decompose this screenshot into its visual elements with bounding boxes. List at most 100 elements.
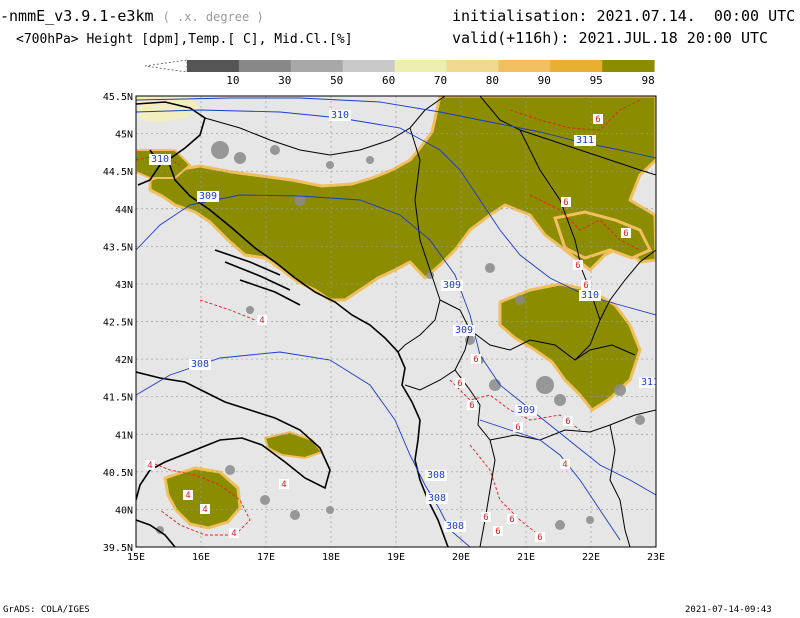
latitude-label: 42.5N (103, 318, 133, 329)
temperature-contour-label: 6 (537, 533, 542, 543)
longitude-label: 20E (452, 552, 470, 563)
colorbar-swatch (290, 60, 344, 72)
longitude-label: 19E (387, 552, 405, 563)
height-contour-label: 309 (199, 191, 217, 202)
temp-contour-6-north (509, 99, 641, 131)
temperature-contour-label: 6 (583, 281, 588, 291)
temperature-contour-label: 6 (563, 198, 568, 208)
height-contour-label: 310 (151, 154, 169, 165)
colorbar-label: 90 (538, 74, 551, 87)
temperature-contour-label: 6 (469, 401, 474, 411)
colorbar-label: 50 (330, 74, 343, 87)
colorbar-swatch (238, 60, 292, 72)
init-value: 2021.07.14. 00:00 UTC (596, 7, 796, 25)
island-3 (239, 279, 301, 306)
temp-contour-4-italy (144, 459, 251, 536)
temp-contour-4-west (199, 299, 256, 321)
init-label: initialisation: (452, 7, 588, 25)
temperature-contour-label: 6 (575, 261, 580, 271)
colorbar-swatch (550, 60, 603, 72)
temperature-contour-label: 6 (509, 515, 514, 525)
border-bulgaria (574, 249, 656, 361)
coast-adriatic-east (136, 101, 449, 547)
temp-contour-6-south (469, 444, 546, 541)
latitude-label: 45.5N (103, 92, 133, 103)
latitude-label: 41N (115, 430, 133, 441)
temperature-contour-label: 4 (185, 491, 190, 501)
map-frame (135, 95, 657, 548)
contour-311 (136, 97, 656, 159)
footer-credit: GrADS: COLA/IGES (3, 605, 90, 615)
temp-contour-6-east (529, 194, 641, 251)
colorbar-swatch (446, 60, 499, 72)
height-contour-label: 309 (517, 405, 535, 416)
longitude-label: 22E (582, 552, 600, 563)
temperature-contour-label: 6 (595, 115, 600, 125)
longitude-label: 15E (127, 552, 145, 563)
latitude-label: 44N (115, 205, 133, 216)
longitude-axis-labels: 15E 16E 17E 18E 19E 20E 21E 22E 23E (127, 552, 665, 563)
height-contour-label: 308 (191, 359, 209, 370)
temp-contour-6-central (449, 379, 581, 431)
height-contour-label: 310 (331, 110, 349, 121)
height-contour-label: 309 (443, 280, 461, 291)
valid-label: valid(+116h): (452, 29, 570, 47)
temperature-contour-label: 4 (562, 460, 567, 470)
valid-time: valid(+116h): 2021.JUL.18 20:00 UTC (452, 30, 768, 47)
longitude-label: 18E (322, 552, 340, 563)
cloud-area-central (263, 430, 324, 460)
temperature-contours (136, 99, 641, 541)
height-contour-label: 308 (428, 493, 446, 504)
longitude-label: 16E (192, 552, 210, 563)
temperature-contour-label: 6 (473, 355, 478, 365)
coast-italy-south (136, 519, 176, 547)
coast-italy (136, 371, 331, 501)
colorbar-label: 80 (486, 74, 499, 87)
temperature-contour-label: 4 (259, 316, 264, 326)
latitude-label: 41.5N (103, 393, 133, 404)
colorbar-swatch (498, 60, 551, 72)
colorbar-label: 95 (590, 74, 603, 87)
border-romania (479, 96, 656, 176)
temperature-contour-label: 6 (515, 423, 520, 433)
colorbar: 10 30 50 60 70 80 90 95 98 (144, 59, 655, 87)
border-macedonia (489, 409, 656, 441)
border-north (204, 96, 446, 156)
longitude-label: 23E (647, 552, 665, 563)
contour-309 (136, 194, 656, 496)
latitude-label: 40N (115, 505, 133, 516)
grid-note: ( .x. degree ) (162, 10, 264, 24)
border-bosnia-serbia (397, 127, 441, 353)
level-fields: <700hPa> Height [dpm],Temp.[ C], Mid.Cl.… (16, 32, 353, 47)
height-contour-label: 309 (455, 325, 473, 336)
latitude-label: 43.5N (103, 242, 133, 253)
latitude-label: 43N (115, 280, 133, 291)
colorbar-swatch (187, 60, 240, 72)
colorbar-label: 98 (641, 74, 654, 87)
height-contour-label: 308 (446, 521, 464, 532)
latitude-label: 40.5N (103, 468, 133, 479)
border-montenegro (404, 299, 471, 391)
temperature-contour-label: 4 (147, 461, 152, 471)
temperature-contour-label: 4 (281, 480, 286, 490)
temperature-contour-label: 4 (202, 505, 207, 515)
latitude-label: 42N (115, 355, 133, 366)
colorbar-label: 10 (226, 74, 239, 87)
cloud-area-east (498, 282, 642, 412)
temperature-contour-label: 6 (495, 527, 500, 537)
low-cloud-patches (156, 141, 645, 534)
height-contour-label: 308 (427, 470, 445, 481)
longitude-label: 21E (517, 552, 535, 563)
colorbar-label: 60 (382, 74, 395, 87)
colorbar-low-arrow (144, 59, 188, 73)
colorbar-label: 30 (278, 74, 291, 87)
island-1 (214, 249, 281, 276)
temperature-contour-label: 6 (483, 513, 488, 523)
latitude-label: 39.5N (103, 543, 133, 554)
height-contour-label: 310 (581, 290, 599, 301)
model-title: -nmmE_v3.9.1-e3km ( .x. degree ) (0, 8, 264, 26)
cloud-area-italy (163, 466, 242, 530)
colorbar-swatch (342, 60, 396, 72)
height-contour-label: 311 (576, 135, 594, 146)
